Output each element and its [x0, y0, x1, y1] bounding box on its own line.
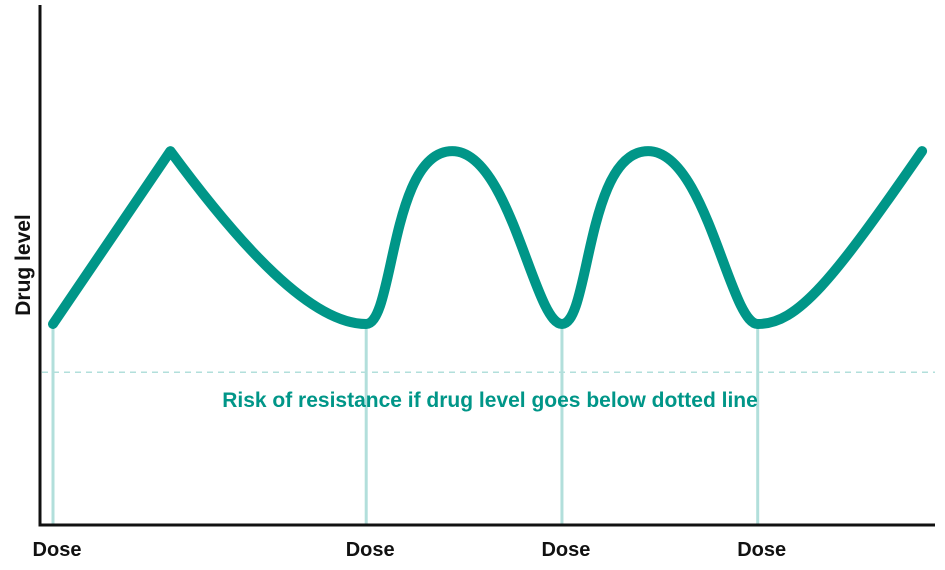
axes [38, 5, 935, 527]
dose-lines [51, 324, 760, 525]
drug-level-curve [48, 146, 928, 329]
y-axis-label: Drug level [12, 214, 35, 316]
threshold-annotation: Risk of resistance if drug level goes be… [222, 389, 758, 412]
x-tick-label: Dose [346, 539, 395, 561]
x-tick-label: Dose [33, 539, 82, 561]
x-tick-label: Dose [541, 539, 590, 561]
x-tick-labels: Dose Dose Dose Dose [33, 539, 787, 561]
x-tick-label: Dose [737, 539, 786, 561]
